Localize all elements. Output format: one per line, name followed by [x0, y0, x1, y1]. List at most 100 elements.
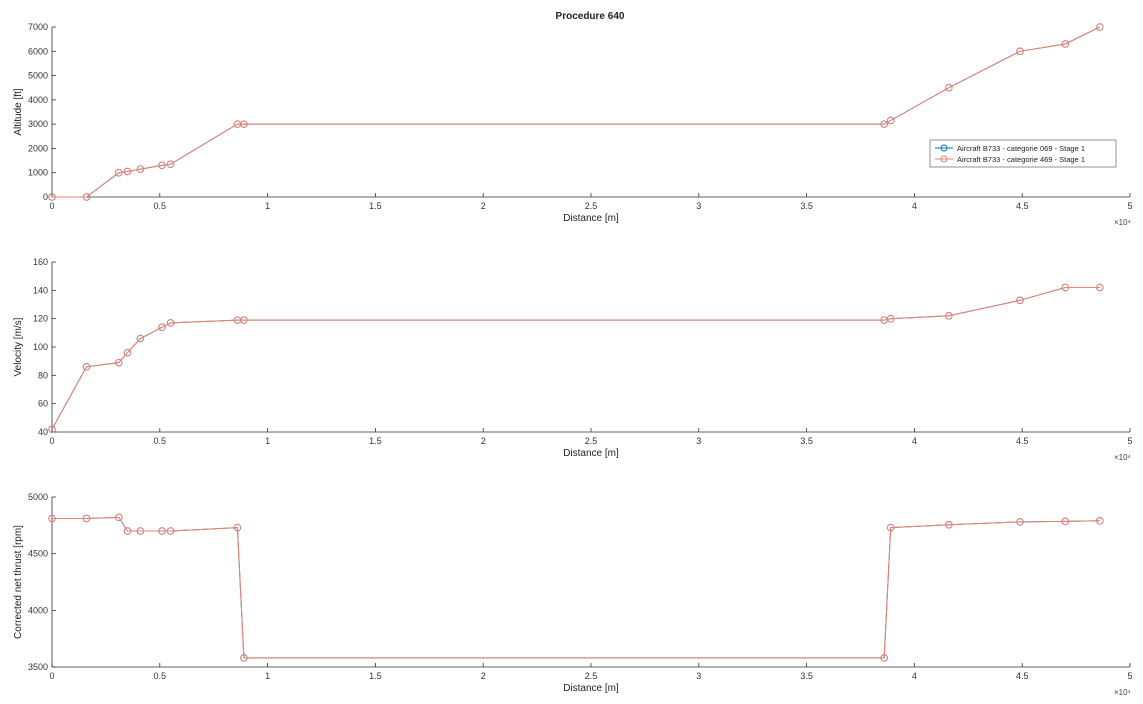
- data-point: [136, 334, 145, 343]
- data-point: [886, 523, 895, 532]
- data-point: [115, 358, 123, 367]
- data-point: [1096, 23, 1104, 31]
- x-tick-label: 3.5: [800, 671, 813, 681]
- y-tick-label: 80: [38, 370, 48, 380]
- data-point: [240, 654, 248, 662]
- data-point: [945, 521, 953, 529]
- y-tick-label: 5000: [28, 492, 48, 502]
- y-tick-label: 4000: [28, 605, 48, 615]
- y-tick-label: 120: [33, 314, 48, 324]
- data-point: [886, 314, 895, 323]
- x-tick-label: 5: [1127, 671, 1132, 681]
- series-2: [48, 283, 1104, 433]
- x-tick-label: 2: [481, 671, 486, 681]
- x-axis-multiplier: ×10⁴: [1114, 218, 1132, 227]
- x-tick-label: 0.5: [154, 436, 167, 446]
- data-point: [1061, 283, 1070, 292]
- legend-swatch-marker: [940, 144, 948, 152]
- data-point: [240, 120, 248, 128]
- legend: Aircraft B733 - categorie 069 - Stage 1 A…: [929, 139, 1117, 168]
- data-point: [166, 527, 175, 535]
- x-tick-label: 2.5: [585, 201, 598, 211]
- data-point: [123, 348, 132, 357]
- x-tick-label: 0.5: [154, 201, 167, 211]
- legend-entry: Aircraft B733 - categorie 069 - Stage 1: [957, 144, 1085, 153]
- data-point: [158, 161, 166, 170]
- x-tick-label: 2.5: [585, 436, 598, 446]
- data-point: [82, 193, 91, 201]
- data-point: [1016, 518, 1024, 526]
- y-tick-label: 60: [38, 399, 48, 409]
- x-tick-label: 0: [49, 671, 54, 681]
- y-tick-label: 160: [33, 257, 48, 267]
- x-tick-label: 4.5: [1016, 671, 1029, 681]
- legend-swatch-marker: [940, 155, 948, 163]
- y-axis-label: Altitude [ft]: [13, 88, 24, 135]
- data-point: [1061, 40, 1070, 48]
- x-tick-label: 4.5: [1016, 436, 1029, 446]
- y-tick-label: 3000: [28, 119, 48, 129]
- axes-layer: 0 0.5 1 1.5 2 2.5 3 3.5 4 4.5 50100020003000400050…: [13, 22, 1133, 697]
- y-tick-label: 0: [43, 192, 48, 202]
- x-tick-label: 1.5: [369, 436, 382, 446]
- y-axis-label: Corrected net thrust [rpm]: [13, 525, 24, 639]
- data-point: [1096, 517, 1104, 525]
- data-point: [166, 319, 175, 327]
- chart-panel-1: 0 0.5 1 1.5 2 2.5 3 3.5 4 4.5 5 0 1000 2000 3000 4000 50…: [13, 22, 1133, 227]
- data-point: [48, 193, 56, 201]
- x-axis-label: Distance [m]: [563, 448, 619, 459]
- legend-box: [929, 139, 1117, 168]
- data-point: [166, 160, 175, 168]
- legend-entry: Aircraft B733 - categorie 469 - Stage 1: [957, 155, 1085, 164]
- y-tick-label: 3500: [28, 662, 48, 672]
- y-tick-label: 6000: [28, 46, 48, 56]
- data-point: [158, 527, 166, 535]
- series-2: [48, 513, 1104, 662]
- y-tick-label: 1000: [28, 168, 48, 178]
- y-tick-label: 5000: [28, 71, 48, 81]
- data-point: [115, 168, 123, 177]
- data-point: [158, 323, 166, 331]
- data-point: [240, 316, 248, 324]
- x-tick-label: 4: [912, 671, 917, 681]
- x-tick-label: 2: [481, 201, 486, 211]
- y-tick-label: 2000: [28, 143, 48, 153]
- x-axis-label: Distance [m]: [563, 213, 619, 224]
- data-point: [233, 523, 242, 532]
- x-axis-label: Distance [m]: [563, 683, 619, 694]
- chart-panel-2: 0 0.5 1 1.5 2 2.5 3 3.5 4 4.5 5 40 60 80 100 120 140 160 D…: [13, 257, 1133, 462]
- data-point: [880, 120, 888, 128]
- series-2: [48, 23, 1104, 201]
- data-point: [1016, 47, 1024, 56]
- x-tick-label: 1: [265, 671, 270, 681]
- data-point: [48, 514, 56, 523]
- data-point: [945, 83, 953, 92]
- data-point: [123, 527, 132, 535]
- x-tick-label: 2: [481, 436, 486, 446]
- x-axis-multiplier: ×10⁴: [1114, 453, 1132, 462]
- series-line: [52, 516, 1100, 659]
- x-tick-label: 3.5: [800, 436, 813, 446]
- x-tick-label: 0: [49, 201, 54, 211]
- x-tick-label: 4: [912, 436, 917, 446]
- data-point: [48, 425, 56, 433]
- x-tick-label: 1.5: [369, 201, 382, 211]
- x-tick-label: 1: [265, 201, 270, 211]
- data-point: [115, 513, 123, 522]
- data-point: [1061, 517, 1070, 526]
- x-tick-label: 3: [696, 201, 701, 211]
- x-tick-label: 1.5: [369, 671, 382, 681]
- data-point: [1016, 296, 1024, 305]
- x-tick-label: 4.5: [1016, 201, 1029, 211]
- x-axis-multiplier: ×10⁴: [1114, 688, 1132, 697]
- chart-panel-3: 0 0.5 1 1.5 2 2.5 3 3.5 4 4.5 5 3500 4000 4500 5000 Dis…: [13, 492, 1133, 697]
- y-tick-label: 7000: [28, 22, 48, 32]
- y-tick-label: 4000: [28, 95, 48, 105]
- x-tick-label: 5: [1127, 436, 1132, 446]
- y-tick-label: 140: [33, 285, 48, 295]
- data-point: [945, 312, 953, 320]
- series-line: [51, 287, 1100, 430]
- x-tick-label: 3.5: [800, 201, 813, 211]
